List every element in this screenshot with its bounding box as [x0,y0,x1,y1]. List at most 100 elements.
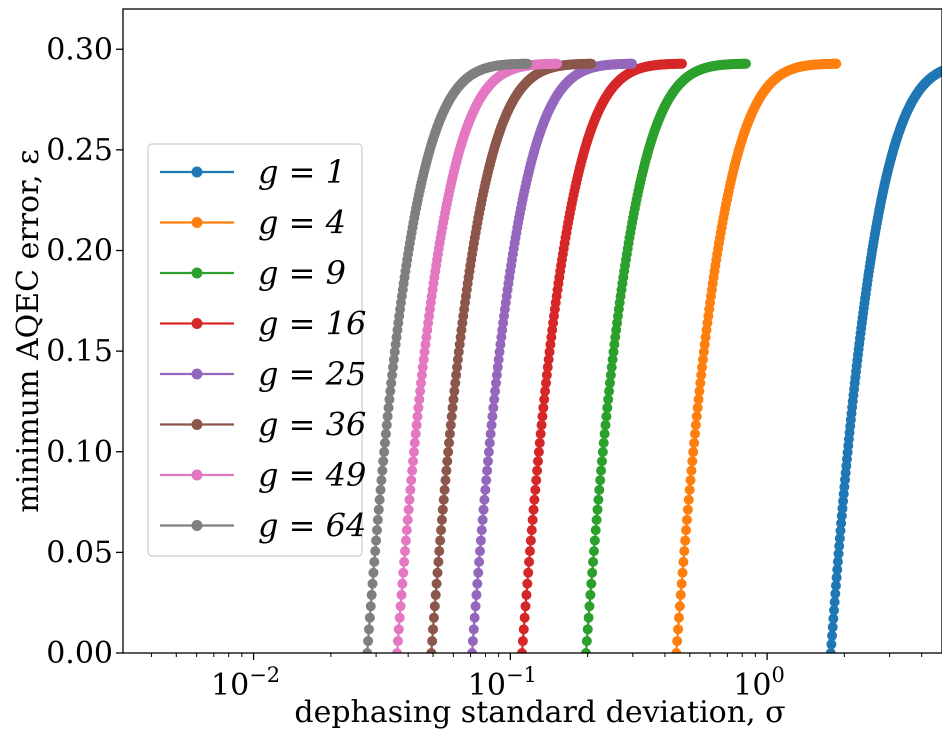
data-point [525,535,536,546]
data-point [516,648,527,653]
data-point [838,496,849,507]
data-point [454,339,465,350]
data-point [385,386,396,397]
data-point [363,624,374,635]
data-point [448,394,459,405]
data-point [606,362,617,373]
data-point [408,456,419,467]
data-point [681,525,692,536]
data-point [368,567,379,578]
data-point [696,370,707,381]
data-point [677,567,688,578]
data-point [679,546,690,557]
data-point [540,386,551,397]
data-point [397,578,408,589]
data-point [399,556,410,567]
data-point [438,494,449,505]
data-point [478,504,489,515]
data-point [837,503,848,514]
data-point [436,525,447,536]
data-point [484,437,495,448]
data-point [829,605,839,616]
series-4 [516,58,687,653]
data-point [538,402,549,413]
data-point [405,484,416,495]
data-point [444,428,455,439]
data-point [467,636,478,647]
data-point [406,475,417,486]
data-point [428,624,439,635]
data-point [489,394,500,405]
data-point [432,567,443,578]
data-point [698,346,709,357]
data-point [582,624,593,635]
data-point [475,535,486,546]
data-point [482,465,493,476]
data-point [401,525,412,536]
series-5 [467,58,638,653]
legend-entry-6: g = 36 [160,406,366,444]
data-point [431,578,442,589]
data-point [435,535,446,546]
data-point [603,394,614,405]
data-point [588,556,599,567]
data-point [414,394,425,405]
data-point [835,525,846,536]
data-point [410,428,421,439]
legend-label: g = 25 [258,355,366,393]
data-point [682,504,693,515]
data-point [394,612,405,623]
data-point [828,613,839,624]
data-point [827,630,838,641]
data-point [469,612,480,623]
data-point [487,411,498,422]
data-point [371,525,382,536]
data-point [403,504,414,515]
data-point [529,494,540,505]
data-point [390,339,401,350]
data-point [526,525,537,536]
data-point [543,354,554,365]
data-point [392,648,403,653]
data-point [586,578,597,589]
data-point [518,624,529,635]
data-point [474,556,485,567]
data-point [521,589,532,600]
data-point [363,636,374,647]
data-point [684,484,695,495]
data-point [674,601,685,612]
data-point [427,636,438,647]
data-point [452,354,463,365]
data-point [417,362,428,373]
data-point [594,484,605,495]
y-axis-label: minimum AQEC error, ε [11,149,46,513]
data-point [412,411,423,422]
data-point [527,514,538,525]
data-point [429,601,440,612]
data-point [595,475,606,486]
data-point [535,428,546,439]
series-6 [426,58,597,653]
data-point [683,494,694,505]
data-point [584,601,595,612]
data-point [449,386,460,397]
data-point [383,402,394,413]
data-point [689,428,700,439]
legend-entry-1: g = 1 [160,153,346,191]
data-point [491,378,501,389]
data-point [402,514,413,525]
data-point [680,535,691,546]
data-point [434,546,445,557]
data-point [836,518,847,529]
data-point [475,546,485,557]
legend-entry-4: g = 16 [160,305,366,343]
data-point [440,475,451,486]
legend-entry-7: g = 49 [160,456,366,494]
data-point [740,58,751,69]
data-point [690,420,701,431]
data-point [467,648,477,653]
data-point [694,386,705,397]
data-point [476,525,487,536]
data-point [591,514,602,525]
